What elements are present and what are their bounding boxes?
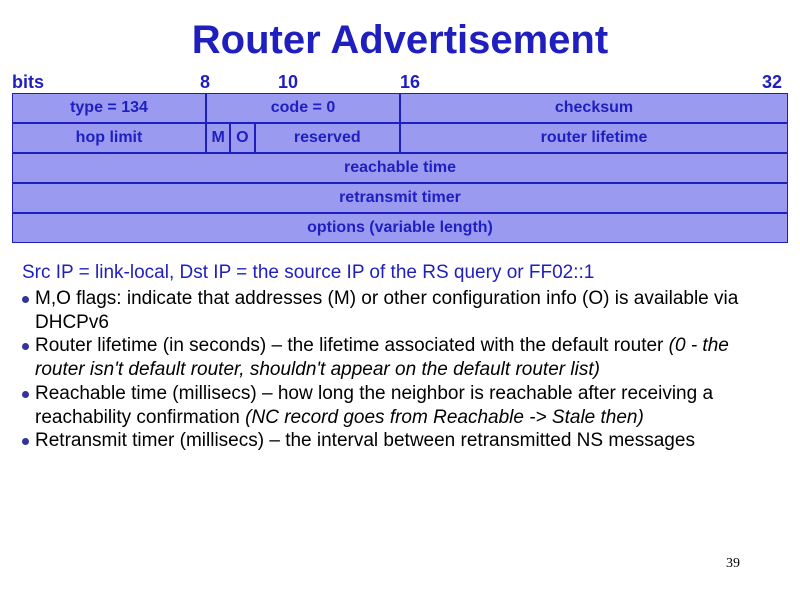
bullet-item: Router lifetime (in seconds) – the lifet… (22, 334, 782, 382)
bullet-text: Retransmit timer (millisecs) – the inter… (35, 429, 695, 453)
bit-label: bits (12, 72, 44, 93)
packet-row: retransmit timer (12, 183, 788, 213)
bullet-item: Retransmit timer (millisecs) – the inter… (22, 429, 782, 453)
packet-row: reachable time (12, 153, 788, 183)
bullet-icon (22, 296, 29, 303)
packet-row: options (variable length) (12, 213, 788, 243)
bit-ruler: bits 8 10 16 32 (0, 67, 800, 93)
bit-label: 16 (400, 72, 420, 93)
bullet-text: M,O flags: indicate that addresses (M) o… (35, 287, 782, 335)
src-dst-line: Src IP = link-local, Dst IP = the source… (22, 261, 782, 285)
packet-field: hop limit (12, 123, 206, 153)
packet-field: reachable time (12, 153, 788, 183)
notes-block: Src IP = link-local, Dst IP = the source… (22, 261, 782, 453)
packet-field: M (206, 123, 230, 153)
bullet-text: Router lifetime (in seconds) – the lifet… (35, 334, 782, 382)
bullet-item: Reachable time (millisecs) – how long th… (22, 382, 782, 430)
bullet-list: M,O flags: indicate that addresses (M) o… (22, 287, 782, 453)
bullet-item: M,O flags: indicate that addresses (M) o… (22, 287, 782, 335)
bit-label: 8 (200, 72, 210, 93)
packet-row: type = 134code = 0checksum (12, 93, 788, 123)
packet-field: code = 0 (206, 93, 400, 123)
packet-field: retransmit timer (12, 183, 788, 213)
slide-title: Router Advertisement (0, 0, 800, 63)
packet-field: checksum (400, 93, 788, 123)
bit-label: 32 (762, 72, 782, 93)
packet-field: reserved (255, 123, 401, 153)
bullet-icon (22, 343, 29, 350)
packet-field: router lifetime (400, 123, 788, 153)
packet-field: options (variable length) (12, 213, 788, 243)
packet-diagram: type = 134code = 0checksumhop limitMOres… (12, 93, 788, 243)
packet-row: hop limitMOreservedrouter lifetime (12, 123, 788, 153)
bullet-icon (22, 391, 29, 398)
bullet-text: Reachable time (millisecs) – how long th… (35, 382, 782, 430)
page-number: 39 (726, 556, 740, 572)
packet-field: type = 134 (12, 93, 206, 123)
packet-field: O (230, 123, 254, 153)
bullet-icon (22, 438, 29, 445)
bit-label: 10 (278, 72, 298, 93)
